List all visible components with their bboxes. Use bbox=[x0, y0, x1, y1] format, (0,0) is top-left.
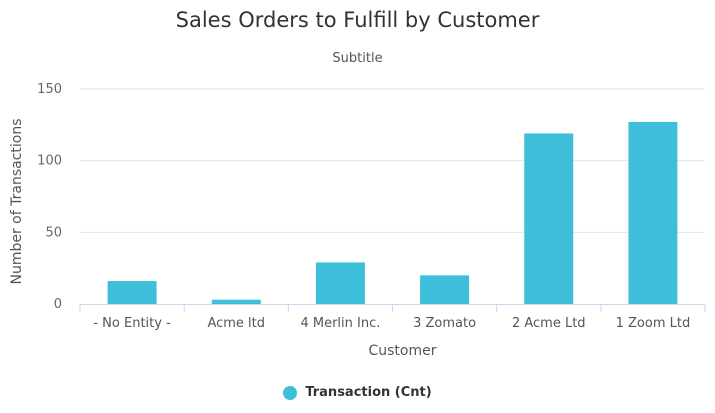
chart-subtitle: Subtitle bbox=[332, 51, 383, 66]
x-tick-label: 4 Merlin Inc. bbox=[300, 316, 380, 331]
y-axis-title: Number of Transactions bbox=[9, 118, 25, 284]
legend[interactable]: Transaction (Cnt) bbox=[0, 385, 715, 404]
bar[interactable] bbox=[211, 299, 261, 304]
y-tick-label: 0 bbox=[54, 297, 62, 312]
x-tick-label: - No Entity - bbox=[93, 316, 171, 331]
x-tick-label: 2 Acme Ltd bbox=[512, 316, 586, 331]
bar[interactable] bbox=[628, 121, 678, 304]
legend-label: Transaction (Cnt) bbox=[305, 385, 432, 400]
x-axis-title: Customer bbox=[368, 343, 436, 359]
y-tick-label: 150 bbox=[37, 82, 62, 97]
x-tick-label: 3 Zomato bbox=[413, 316, 476, 331]
x-tick-label: Acme ltd bbox=[207, 316, 265, 331]
y-tick-label: 50 bbox=[45, 225, 62, 240]
chart-title: Sales Orders to Fulfill by Customer bbox=[175, 8, 540, 32]
bar[interactable] bbox=[524, 133, 574, 304]
y-tick-label: 100 bbox=[37, 154, 62, 169]
x-tick-label: 1 Zoom Ltd bbox=[616, 316, 691, 331]
bar[interactable] bbox=[315, 262, 365, 304]
legend-marker-icon bbox=[283, 385, 298, 400]
bar[interactable] bbox=[107, 281, 157, 304]
bar[interactable] bbox=[420, 275, 470, 304]
